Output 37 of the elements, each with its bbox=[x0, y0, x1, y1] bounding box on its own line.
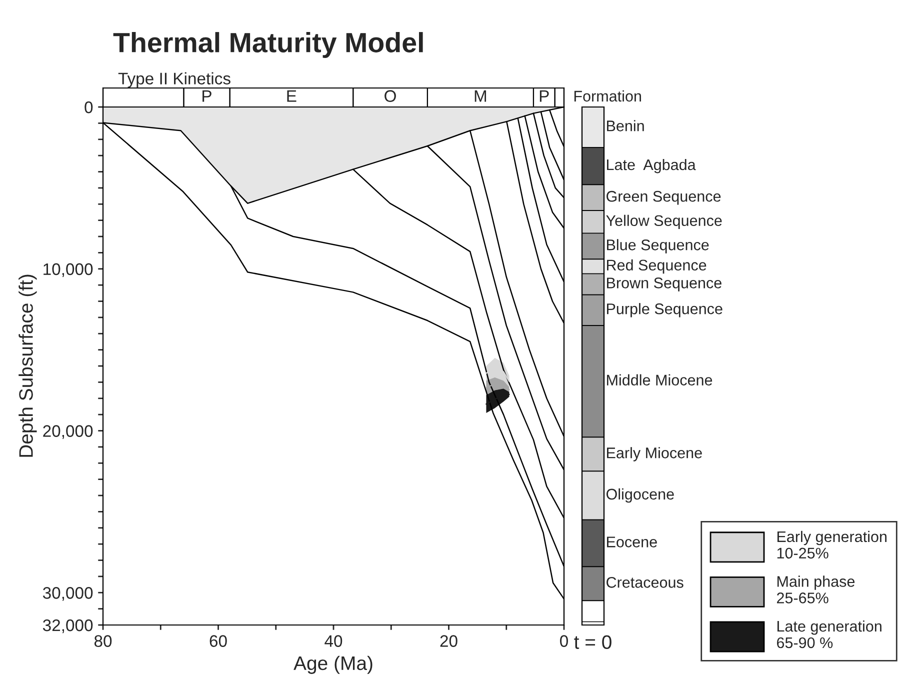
series-label: Early Miocene bbox=[607, 447, 702, 462]
series-label: P bbox=[202, 90, 212, 102]
chart-title: Thermal Maturity Model bbox=[113, 32, 423, 58]
series-label: Purple Sequence bbox=[607, 303, 722, 318]
series-label: O bbox=[384, 90, 396, 102]
x-tick-label: 60 bbox=[210, 635, 227, 647]
series-label: Yellow Sequence bbox=[606, 214, 722, 230]
x-tick-label: 80 bbox=[94, 635, 112, 647]
series-label: M bbox=[474, 90, 486, 102]
x-tick-label: 20 bbox=[440, 635, 458, 647]
y-tick-label: 32,000 bbox=[42, 619, 93, 634]
legend-label: Early generation 10-25% bbox=[777, 530, 886, 559]
y-tick-label: 30,000 bbox=[42, 587, 93, 601]
y-tick-label: 10,000 bbox=[44, 263, 93, 278]
chart-title: Formation bbox=[574, 90, 641, 102]
series-label: Eocene bbox=[607, 536, 657, 548]
y-tick-label: 0 bbox=[84, 101, 93, 114]
series-label: Blue Sequence bbox=[607, 239, 709, 254]
legend-label: Main phase 25-65% bbox=[776, 576, 855, 604]
chart-subtitle: Type II Kinetics bbox=[118, 72, 230, 88]
y-axis-title: Depth Subsurface (ft) bbox=[18, 274, 37, 457]
y-tick-label: 20,000 bbox=[43, 425, 93, 439]
series-label: Cretaceous bbox=[606, 577, 684, 588]
series-label: Red Sequence bbox=[607, 259, 706, 274]
series-label: Late Agbada bbox=[607, 158, 696, 174]
legend-label: Late generation 65-90 % bbox=[777, 620, 882, 648]
x-axis-title: Age (Ma) bbox=[294, 656, 372, 674]
x-tick-label: 40 bbox=[324, 635, 342, 647]
series-label: Brown Sequence bbox=[607, 278, 722, 292]
series-label: Benin bbox=[607, 120, 644, 132]
series-label: E bbox=[287, 90, 296, 102]
x-tick-label: 0 bbox=[560, 635, 568, 647]
x-tick-label: t = 0 bbox=[574, 635, 612, 650]
legend-label: P bbox=[540, 90, 549, 102]
series-label: Middle Miocene bbox=[607, 374, 712, 386]
series-label: Oligocene bbox=[606, 488, 674, 503]
series-label: Green Sequence bbox=[606, 190, 721, 205]
